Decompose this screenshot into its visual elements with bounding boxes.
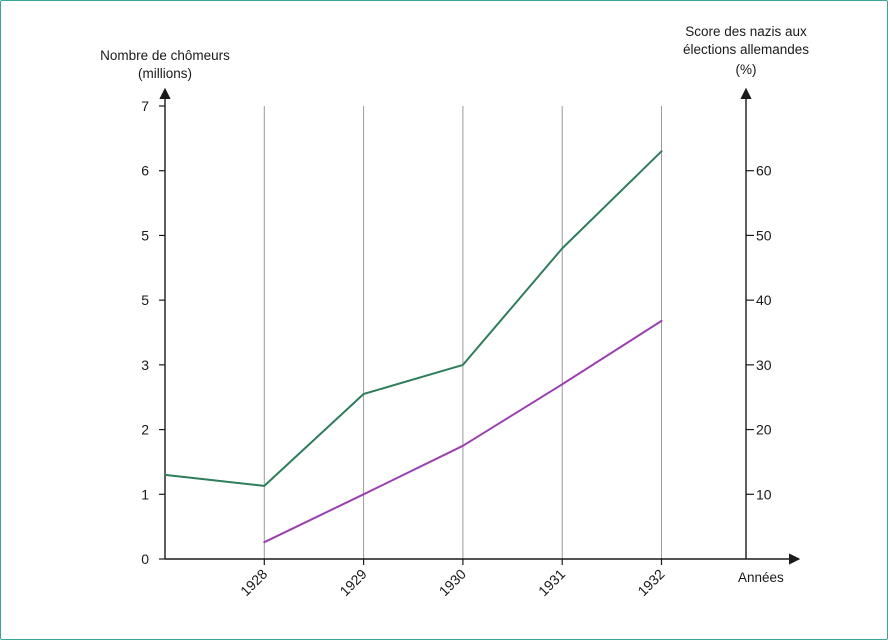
left-tick-label: 2	[141, 422, 149, 438]
right-tick-label: 60	[756, 163, 772, 179]
right-axis-title-line1: Score des nazis aux	[685, 24, 807, 39]
x-tick-label-1930: 1930	[436, 566, 469, 599]
left-tick-label: 5	[141, 227, 149, 243]
x-tick-label-1931: 1931	[535, 566, 568, 599]
left-tick-label: 7	[141, 98, 149, 114]
x-tick-label-1932: 1932	[634, 566, 667, 599]
x-axis-ticks: 1928 1929 1930 1931 1932	[237, 559, 668, 599]
left-tick-label: 5	[141, 292, 149, 308]
left-axis-ticks: 0 1 2 3 5 5 6 7	[141, 98, 165, 567]
left-tick-label: 3	[141, 357, 149, 373]
series-line-nazi-vote	[263, 319, 663, 544]
vertical-gridlines	[263, 106, 662, 559]
left-axis-title-line1: Nombre de chômeurs	[100, 48, 230, 63]
x-axis-title: Années	[738, 570, 784, 585]
right-tick-label: 40	[756, 292, 772, 308]
left-tick-label: 6	[141, 163, 149, 179]
right-axis-title-line3: (%)	[736, 62, 757, 77]
right-tick-label: 10	[756, 486, 772, 502]
right-axis-ticks: 10 20 30 40 50 60	[746, 163, 772, 502]
right-tick-label: 20	[756, 422, 772, 438]
x-tick-label-1929: 1929	[336, 566, 369, 599]
dual-axis-line-chart: Nombre de chômeurs (millions) Score des …	[100, 24, 809, 599]
x-tick-label-1928: 1928	[237, 566, 270, 599]
left-tick-label: 1	[141, 486, 149, 502]
right-tick-label: 30	[756, 357, 772, 373]
series-line-unemployment	[164, 150, 663, 487]
right-tick-label: 50	[756, 227, 772, 243]
left-axis-title-line2: (millions)	[138, 66, 192, 81]
right-axis-title-line2: élections allemandes	[683, 42, 809, 57]
series-lines	[164, 150, 663, 544]
left-tick-label: 0	[141, 551, 149, 567]
